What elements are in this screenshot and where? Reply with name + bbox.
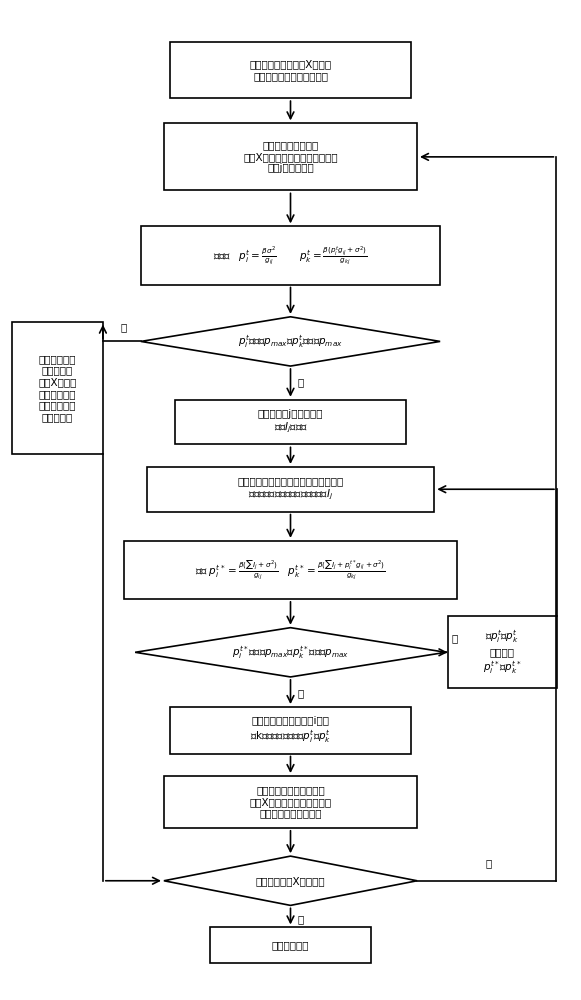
Text: 将这两个链路从功率调整
集合X中删除并删除其在冲突
图中所对应的顶点的边: 将这两个链路从功率调整 集合X中删除并删除其在冲突 图中所对应的顶点的边	[249, 785, 332, 819]
Polygon shape	[141, 317, 440, 366]
Text: 将所有干扰信号的接收功率排序，并把
最小的接收功率放入干扰容忍集合$I_j$: 将所有干扰信号的接收功率排序，并把 最小的接收功率放入干扰容忍集合$I_j$	[238, 476, 343, 502]
Text: 将这两个链路
从功率调整
集合X中删除
并保留其在冲
突图中所对应
的顶点的边: 将这两个链路 从功率调整 集合X中删除 并保留其在冲 突图中所对应 的顶点的边	[38, 354, 77, 422]
Text: 初始化   $p_i^t=\frac{\beta\sigma^2}{g_{ij}}$       $p_k^t=\frac{\beta(p_i^t g_{ij}: 初始化 $p_i^t=\frac{\beta\sigma^2}{g_{ij}}$…	[213, 244, 368, 267]
FancyBboxPatch shape	[170, 707, 411, 754]
Text: 功率调整集合X是否为空: 功率调整集合X是否为空	[256, 876, 325, 886]
FancyBboxPatch shape	[141, 226, 440, 285]
Text: 是: 是	[451, 633, 458, 643]
Text: 是: 是	[298, 377, 304, 387]
Text: 将两个链路的发送节点i和节
点k的传输功率调整为$p_i^t$和$p_k^t$: 将两个链路的发送节点i和节 点k的传输功率调整为$p_i^t$和$p_k^t$	[250, 716, 331, 745]
Text: 否: 否	[120, 322, 127, 332]
FancyBboxPatch shape	[210, 927, 371, 963]
Text: 否: 否	[486, 858, 492, 868]
Polygon shape	[164, 856, 417, 905]
Text: 计算 $p_i^{t*}=\frac{\beta(\sum I_j+\sigma^2)}{g_{ij}}$   $p_k^{t*}=\frac{\beta(\s: 计算 $p_i^{t*}=\frac{\beta(\sum I_j+\sigma…	[195, 558, 386, 582]
Text: 功率调整结束: 功率调整结束	[272, 940, 309, 950]
FancyBboxPatch shape	[146, 467, 435, 512]
FancyBboxPatch shape	[12, 322, 103, 454]
FancyBboxPatch shape	[447, 616, 557, 688]
FancyBboxPatch shape	[164, 123, 417, 190]
Text: $p_i^{t*}$不大于$p_{max}$且$p_k^{t*}$不大于$p_{max}$: $p_i^{t*}$不大于$p_{max}$且$p_k^{t*}$不大于$p_{…	[232, 644, 349, 661]
Text: 否: 否	[298, 688, 304, 698]
Polygon shape	[135, 628, 446, 677]
Text: 初始化节点j的干扰容忍
集合$I_j$为空集: 初始化节点j的干扰容忍 集合$I_j$为空集	[258, 409, 323, 435]
Text: 是: 是	[298, 914, 304, 924]
Text: 将$p_i^t$和$p_k^t$
分别替为
$p_i^{t*}$和$p_k^{t*}$: 将$p_i^t$和$p_k^t$ 分别替为 $p_i^{t*}$和$p_k^{t…	[483, 629, 522, 676]
FancyBboxPatch shape	[124, 541, 457, 599]
Text: 初始化功率调整集合X为网络
中所有接收节点相同的链路: 初始化功率调整集合X为网络 中所有接收节点相同的链路	[249, 59, 332, 81]
Text: 中心节点从功率调整
集合X中任意挑选出有着相同接收
节点j的两个链路: 中心节点从功率调整 集合X中任意挑选出有着相同接收 节点j的两个链路	[243, 140, 338, 173]
FancyBboxPatch shape	[164, 776, 417, 828]
Text: $p_i^t$不大于$p_{max}$且$p_k^t$不大于$p_{max}$: $p_i^t$不大于$p_{max}$且$p_k^t$不大于$p_{max}$	[238, 333, 343, 350]
FancyBboxPatch shape	[175, 400, 406, 444]
FancyBboxPatch shape	[170, 42, 411, 98]
